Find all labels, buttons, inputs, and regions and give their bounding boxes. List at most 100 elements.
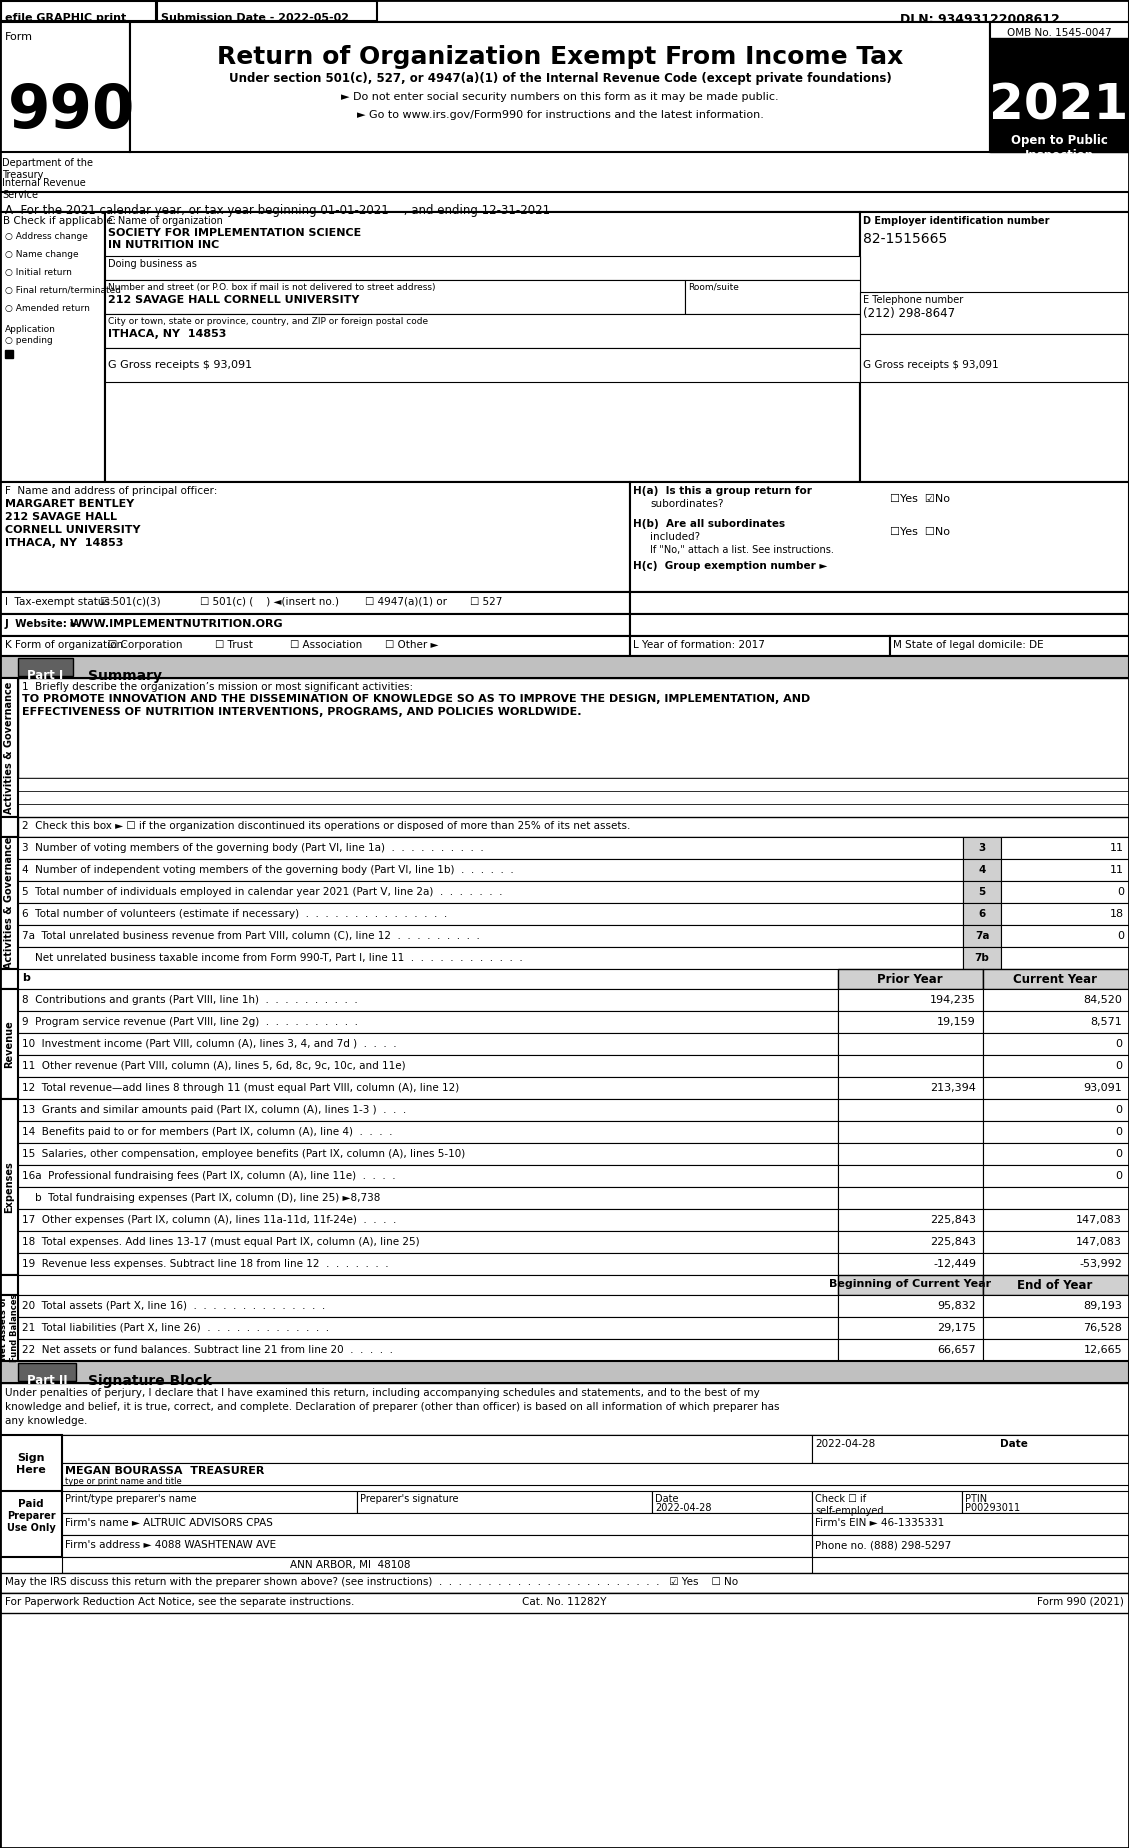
- Text: H(c)  Group exemption number ►: H(c) Group exemption number ►: [633, 562, 828, 571]
- Bar: [812, 1514, 1129, 1536]
- Bar: [838, 1186, 983, 1209]
- Bar: [983, 1231, 1129, 1253]
- Bar: [983, 1340, 1129, 1360]
- Bar: [0, 22, 130, 152]
- Bar: [838, 989, 983, 1011]
- Text: ○ Name change: ○ Name change: [5, 249, 79, 259]
- Bar: [18, 837, 963, 859]
- Text: -12,449: -12,449: [933, 1258, 975, 1270]
- Text: 66,657: 66,657: [937, 1345, 975, 1355]
- Bar: [838, 1077, 983, 1100]
- Text: MARGARET BENTLEY: MARGARET BENTLEY: [5, 499, 134, 508]
- Bar: [983, 1253, 1129, 1275]
- Text: -53,992: -53,992: [1079, 1258, 1122, 1270]
- Text: 14  Benefits paid to or for members (Part IX, column (A), line 4)  .  .  .  .: 14 Benefits paid to or for members (Part…: [21, 1127, 393, 1137]
- Bar: [983, 1055, 1129, 1077]
- Text: 6  Total number of volunteers (estimate if necessary)  .  .  .  .  .  .  .  .  .: 6 Total number of volunteers (estimate i…: [21, 909, 447, 918]
- Text: ITHACA, NY  14853: ITHACA, NY 14853: [5, 538, 123, 549]
- Text: Expenses: Expenses: [5, 1161, 14, 1212]
- Bar: [0, 636, 630, 656]
- Text: 0: 0: [1117, 887, 1124, 896]
- Text: ☐Yes  ☐No: ☐Yes ☐No: [890, 527, 949, 538]
- Text: ☐ Association: ☐ Association: [290, 639, 362, 650]
- Text: type or print name and title: type or print name and title: [65, 1477, 182, 1486]
- Text: PTIN: PTIN: [965, 1493, 987, 1504]
- Text: G Gross receipts $ 93,091: G Gross receipts $ 93,091: [108, 360, 252, 370]
- Text: Doing business as: Doing business as: [108, 259, 196, 270]
- Text: Signature Block: Signature Block: [88, 1375, 212, 1388]
- Text: 2022-04-28: 2022-04-28: [655, 1502, 711, 1514]
- Text: Date: Date: [1000, 1440, 1027, 1449]
- Text: ○ Final return/terminated: ○ Final return/terminated: [5, 286, 121, 296]
- Bar: [1001, 926, 1129, 946]
- Bar: [983, 1122, 1129, 1144]
- Bar: [357, 1491, 653, 1514]
- Text: 11: 11: [1110, 865, 1124, 874]
- Text: 84,520: 84,520: [1083, 994, 1122, 1005]
- Bar: [0, 678, 18, 817]
- Text: 0: 0: [1115, 1039, 1122, 1050]
- Text: 16a  Professional fundraising fees (Part IX, column (A), line 11e)  .  .  .  .: 16a Professional fundraising fees (Part …: [21, 1172, 395, 1181]
- Bar: [62, 1436, 812, 1464]
- Text: 0: 0: [1115, 1061, 1122, 1072]
- Bar: [983, 989, 1129, 1011]
- Bar: [983, 1011, 1129, 1033]
- Bar: [838, 1011, 983, 1033]
- Bar: [838, 1318, 983, 1340]
- Text: 9  Program service revenue (Part VIII, line 2g)  .  .  .  .  .  .  .  .  .  .: 9 Program service revenue (Part VIII, li…: [21, 1016, 358, 1027]
- Bar: [0, 1382, 1129, 1436]
- Bar: [18, 1122, 838, 1144]
- Text: ☐ Trust: ☐ Trust: [215, 639, 253, 650]
- Bar: [0, 482, 630, 591]
- Text: MEGAN BOURASSA  TREASURER: MEGAN BOURASSA TREASURER: [65, 1465, 264, 1477]
- Text: Use Only: Use Only: [7, 1523, 55, 1534]
- Bar: [990, 39, 1129, 113]
- Bar: [18, 1164, 838, 1186]
- Text: F  Name and address of principal officer:: F Name and address of principal officer:: [5, 486, 218, 495]
- Text: 10  Investment income (Part VIII, column (A), lines 3, 4, and 7d )  .  .  .  .: 10 Investment income (Part VIII, column …: [21, 1039, 396, 1050]
- Bar: [983, 1295, 1129, 1318]
- Text: Form: Form: [5, 31, 33, 43]
- Text: (212) 298-8647: (212) 298-8647: [863, 307, 955, 320]
- Text: 11: 11: [1110, 843, 1124, 854]
- Bar: [963, 904, 1001, 926]
- Text: 2022-04-28: 2022-04-28: [815, 1440, 875, 1449]
- Text: Number and street (or P.O. box if mail is not delivered to street address): Number and street (or P.O. box if mail i…: [108, 283, 436, 292]
- Text: J  Website: ►: J Website: ►: [5, 619, 79, 628]
- Bar: [1001, 904, 1129, 926]
- Text: Activities & Governance: Activities & Governance: [5, 682, 14, 813]
- Text: 0: 0: [1115, 1127, 1122, 1137]
- Text: 0: 0: [1115, 1172, 1122, 1181]
- Bar: [983, 1164, 1129, 1186]
- Text: ☐ 501(c) (    ) ◄(insert no.): ☐ 501(c) ( ) ◄(insert no.): [200, 597, 339, 606]
- Text: I  Tax-exempt status:: I Tax-exempt status:: [5, 597, 114, 606]
- Text: Current Year: Current Year: [1013, 974, 1097, 987]
- Text: SOCIETY FOR IMPLEMENTATION SCIENCE: SOCIETY FOR IMPLEMENTATION SCIENCE: [108, 227, 361, 238]
- Text: ITHACA, NY  14853: ITHACA, NY 14853: [108, 329, 227, 338]
- Bar: [18, 1295, 838, 1318]
- Bar: [0, 1593, 1129, 1613]
- Bar: [18, 1100, 838, 1122]
- Text: 3  Number of voting members of the governing body (Part VI, line 1a)  .  .  .  .: 3 Number of voting members of the govern…: [21, 843, 483, 854]
- Text: WWW.IMPLEMENTNUTRITION.ORG: WWW.IMPLEMENTNUTRITION.ORG: [70, 619, 283, 628]
- Text: 17  Other expenses (Part IX, column (A), lines 11a-11d, 11f-24e)  .  .  .  .: 17 Other expenses (Part IX, column (A), …: [21, 1214, 396, 1225]
- Bar: [18, 1144, 838, 1164]
- Bar: [18, 946, 963, 968]
- Bar: [1001, 837, 1129, 859]
- Bar: [838, 1100, 983, 1122]
- Bar: [105, 347, 860, 383]
- Text: Preparer's signature: Preparer's signature: [360, 1493, 458, 1504]
- Bar: [62, 1514, 812, 1536]
- Bar: [860, 292, 1129, 334]
- Bar: [983, 1100, 1129, 1122]
- Bar: [0, 0, 1129, 22]
- Text: 82-1515665: 82-1515665: [863, 233, 947, 246]
- Text: 7a: 7a: [974, 931, 989, 941]
- Bar: [838, 1275, 983, 1295]
- Text: 2021: 2021: [989, 81, 1129, 129]
- Bar: [0, 591, 630, 614]
- Text: Submission Date - 2022-05-02: Submission Date - 2022-05-02: [161, 13, 349, 22]
- Text: 194,235: 194,235: [930, 994, 975, 1005]
- Text: 8,571: 8,571: [1091, 1016, 1122, 1027]
- Bar: [18, 859, 963, 881]
